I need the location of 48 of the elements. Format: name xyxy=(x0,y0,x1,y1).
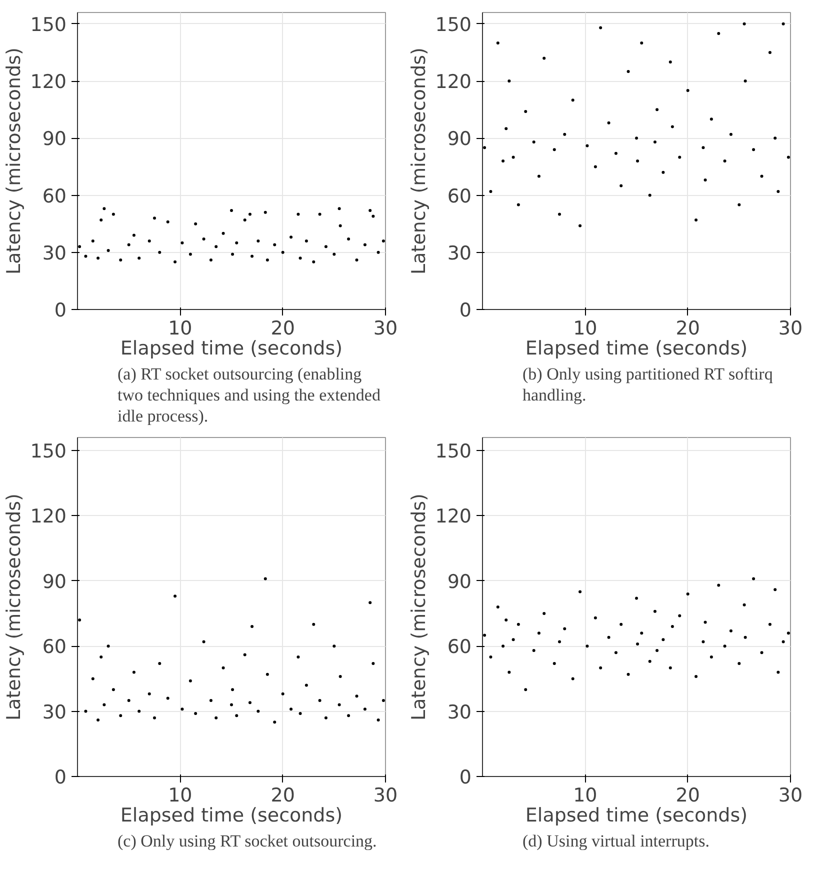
y-tick-label: 30 xyxy=(447,701,472,724)
x-tick-label: 10 xyxy=(168,784,192,806)
y-tick-label: 60 xyxy=(42,636,67,658)
y-tick-label: 150 xyxy=(30,14,66,36)
x-tick-label: 20 xyxy=(676,784,700,806)
y-tick-label: 60 xyxy=(447,636,472,658)
y-tick-label: 90 xyxy=(42,570,67,593)
y-tick-label: 30 xyxy=(42,242,67,264)
x-axis-title: Elapsed time (seconds) xyxy=(120,804,343,826)
x-axis-title: Elapsed time (seconds) xyxy=(120,338,343,360)
y-axis-title: Latency (microseconds) xyxy=(408,48,430,274)
y-tick-label: 120 xyxy=(30,71,66,94)
y-tick-label: 120 xyxy=(30,506,66,528)
y-tick-label: 120 xyxy=(435,506,472,528)
y-tick-label: 30 xyxy=(42,701,67,724)
y-tick-label: 30 xyxy=(447,242,472,264)
y-tick-label: 60 xyxy=(42,185,67,208)
y-tick-label: 60 xyxy=(447,185,472,208)
x-tick-label: 30 xyxy=(373,318,398,340)
x-tick-label: 30 xyxy=(778,318,803,340)
y-tick-label: 0 xyxy=(54,766,67,788)
x-tick-label: 10 xyxy=(573,784,598,806)
x-tick-label: 30 xyxy=(373,784,398,806)
y-axis-title: Latency (microseconds) xyxy=(3,48,26,274)
y-axis-title: Latency (microseconds) xyxy=(408,494,430,720)
text: (b) Only using partitioned RT softirq handling. xyxy=(522,364,774,404)
y-tick-label: 150 xyxy=(435,440,472,463)
y-tick-label: 120 xyxy=(435,71,472,94)
x-axis-title: Elapsed time (seconds) xyxy=(525,338,748,360)
y-tick-label: 0 xyxy=(459,300,472,322)
y-tick-label: 150 xyxy=(30,440,66,463)
y-tick-label: 90 xyxy=(42,128,67,150)
y-axis-title: Latency (microseconds) xyxy=(3,494,26,720)
y-tick-label: 0 xyxy=(459,766,472,788)
x-tick-label: 20 xyxy=(270,318,295,340)
y-tick-label: 150 xyxy=(435,14,472,36)
y-tick-label: 0 xyxy=(54,300,67,322)
x-tick-label: 20 xyxy=(270,784,295,806)
x-tick-label: 10 xyxy=(573,318,598,340)
x-tick-label: 30 xyxy=(778,784,803,806)
text: (d) Using virtual interrupts. xyxy=(522,832,710,850)
x-axis-title: Elapsed time (seconds) xyxy=(525,804,748,826)
x-tick-label: 20 xyxy=(676,318,700,340)
x-tick-label: 10 xyxy=(168,318,192,340)
text: (c) Only using RT socket outsourcing. xyxy=(118,832,377,850)
y-tick-label: 90 xyxy=(447,128,472,150)
text: (a) RT socket outsourcing (enabling two techniques and using the extended idle process). xyxy=(118,364,381,426)
y-tick-label: 90 xyxy=(447,570,472,593)
